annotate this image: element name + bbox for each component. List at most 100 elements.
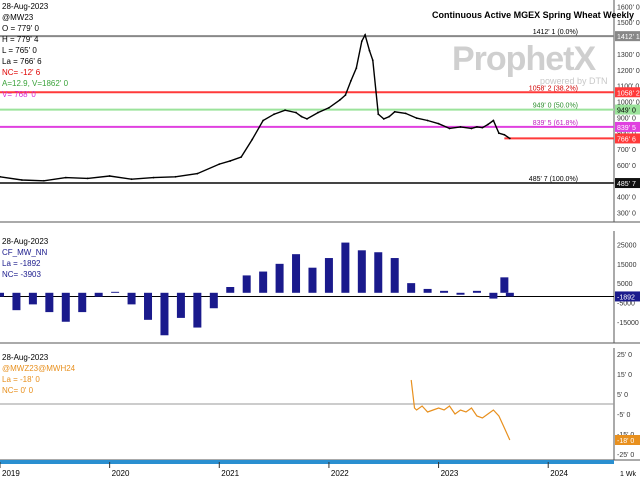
price-point <box>0 175 1 178</box>
price-level-tag <box>615 133 640 144</box>
price-y-tick-label: 700' 0 <box>617 147 636 154</box>
price-y-tick-label: 1600' 0 <box>617 4 640 11</box>
price-point <box>295 111 297 114</box>
price-point <box>508 137 511 140</box>
price-low: L = 765' 0 <box>2 46 37 55</box>
price-v-value: V= 768' 0 <box>2 90 36 99</box>
net-position-bar <box>374 252 383 293</box>
price-level-tag <box>615 31 640 42</box>
price-open: O = 779' 0 <box>2 24 39 33</box>
price-avg-value: A=12.9, V=1862' 0 <box>2 79 69 88</box>
net-position-bar <box>242 275 251 293</box>
net-position-bar <box>28 292 37 305</box>
price-level-tag-label: 766' 6 <box>617 136 636 143</box>
price-high: H = 779' 4 <box>2 35 39 44</box>
price-point <box>229 160 232 162</box>
price-point <box>487 123 489 126</box>
net-last-tag-label: -1892 <box>617 294 635 301</box>
price-point <box>152 176 155 179</box>
spread-last-tag <box>615 435 640 445</box>
time-axis-label: 2024 <box>550 469 568 478</box>
net-position-bar <box>127 292 136 305</box>
price-series-line <box>0 33 511 182</box>
net-position-bar <box>209 292 218 309</box>
price-level-tag-label: 839' 5 <box>617 125 636 132</box>
net-last: La = -1892 <box>2 259 41 268</box>
spread-symbol: @MWZ23@MWH24 <box>2 364 76 373</box>
price-point <box>503 133 506 136</box>
net-y-tick-label: -15000 <box>617 320 639 327</box>
price-point <box>360 40 363 43</box>
net-position-bar <box>324 258 333 293</box>
net-y-tick-label: 25000 <box>617 243 637 250</box>
net-position-bar <box>193 292 202 328</box>
net-position-bar <box>423 288 432 293</box>
net-position-bar <box>259 271 268 293</box>
price-point <box>459 125 462 128</box>
price-y-tick-label: 400' 0 <box>617 195 636 202</box>
price-point <box>349 79 352 82</box>
retracement-label: 949' 0 (50.0%) <box>533 103 578 110</box>
net-position-bar <box>472 290 481 293</box>
net-position-bar <box>176 292 185 318</box>
price-y-tick-label: 900' 0 <box>617 115 636 122</box>
price-symbol: @MW23 <box>2 13 34 22</box>
interval-label: 1 Wk <box>620 471 636 478</box>
price-point <box>130 178 133 181</box>
time-axis-label: 2023 <box>441 469 459 478</box>
time-axis-band <box>0 460 614 464</box>
net-position-bar <box>12 292 21 311</box>
price-date: 28-Aug-2023 <box>2 2 49 11</box>
price-point <box>415 117 418 120</box>
price-panel-legend: 28-Aug-2023 @MW23 O = 779' 0 H = 779' 4 … <box>2 1 68 100</box>
spread-change: NC= 0' 0 <box>2 386 34 395</box>
net-y-tick-label: -5000 <box>617 300 635 307</box>
price-point <box>437 122 440 125</box>
price-point <box>426 119 429 122</box>
net-position-bar <box>505 292 514 297</box>
net-position-bar <box>78 292 87 313</box>
price-level-tag <box>615 87 640 98</box>
price-point <box>86 177 89 180</box>
spread-y-tick-label: 15' 0 <box>617 372 632 379</box>
retracement-label: 1412' 1 (0.0%) <box>533 29 578 36</box>
price-point <box>364 33 367 36</box>
price-point <box>481 126 484 129</box>
price-level-tag <box>615 104 640 115</box>
price-level-tag-label: 1058' 2 <box>617 90 640 97</box>
powered-by-dtn-watermark: powered by DTN <box>540 76 608 86</box>
price-point <box>108 175 111 177</box>
net-position-bar <box>500 277 509 293</box>
time-axis-label: 2022 <box>331 469 349 478</box>
retracement-label: 839' 5 (61.8%) <box>533 120 578 127</box>
price-y-tick-label: 1000' 0 <box>617 99 640 106</box>
price-point <box>371 59 374 62</box>
price-level-tag-label: 1412' 1 <box>617 34 640 41</box>
price-point <box>262 119 265 122</box>
net-position-bar <box>275 263 284 293</box>
net-position-bar <box>440 290 449 293</box>
net-position-bar <box>226 287 235 293</box>
net-position-bar <box>0 292 4 297</box>
net-change: NC= -3903 <box>2 270 41 279</box>
spread-y-tick-label: 25' 0 <box>617 352 632 359</box>
net-position-bar <box>390 258 399 293</box>
spread-date: 28-Aug-2023 <box>2 353 49 362</box>
price-point <box>306 118 308 120</box>
time-axis-label: 2020 <box>112 469 130 478</box>
price-point <box>174 175 177 178</box>
net-position-bar <box>456 292 465 295</box>
price-last: La = 766' 6 <box>2 57 42 66</box>
time-axis-label: 2019 <box>2 469 20 478</box>
price-point <box>476 125 478 128</box>
net-position-bar <box>407 283 416 293</box>
spread-last-tag-label: -18' 0 <box>617 438 634 445</box>
price-point <box>42 179 45 182</box>
price-y-tick-label: 1100' 0 <box>617 84 639 91</box>
price-level-tag-label: 485' 7 <box>617 181 636 188</box>
price-point <box>470 127 473 130</box>
price-point <box>344 94 347 97</box>
price-point <box>273 113 276 116</box>
spread-last: La = -18' 0 <box>2 375 40 384</box>
price-y-tick-label: 1200' 0 <box>617 68 640 75</box>
